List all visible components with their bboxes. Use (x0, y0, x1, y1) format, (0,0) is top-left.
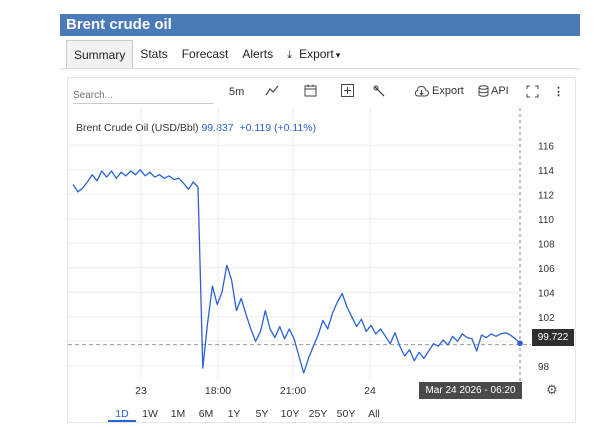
draw-tool-icon[interactable] (373, 85, 386, 98)
tab-forecast[interactable]: Forecast (181, 47, 229, 61)
period-button[interactable]: 1D (108, 408, 136, 422)
x-tick-label: 23 (135, 385, 147, 397)
legend-instrument-name: Brent Crude Oil (USD/Bbl) (76, 122, 199, 134)
period-button[interactable]: 6M (198, 408, 214, 420)
y-tick-label: 110 (538, 215, 554, 226)
download-icon: ⤓ (287, 49, 292, 61)
search-input[interactable] (73, 87, 213, 104)
gear-icon[interactable]: ⚙ (546, 382, 558, 397)
tab-export[interactable]: ⤓ Export ▾ (280, 40, 347, 68)
cloud-download-icon (414, 85, 429, 96)
tab-bar: Summary Stats Forecast Alerts ⤓ Export ▾ (60, 40, 580, 69)
period-button[interactable]: 1M (170, 408, 186, 420)
y-tick-label: 112 (538, 190, 554, 201)
period-selector: 1D 1W 1M 6M 1Y 5Y 10Y 25Y 50Y All (108, 408, 388, 422)
period-button[interactable]: 1W (142, 408, 158, 420)
y-tick-label: 102 (538, 313, 555, 324)
y-tick-label: 116 (538, 141, 554, 152)
x-tick-label: 18:00 (205, 385, 231, 397)
price-chart[interactable]: 981001021041061081101121141162318:0021:0… (68, 78, 575, 422)
period-button[interactable]: 1Y (227, 408, 241, 420)
period-button[interactable]: 10Y (280, 408, 300, 420)
x-tick-label: 24 (364, 385, 376, 397)
tab-export-label: Export (299, 47, 334, 61)
database-icon (478, 85, 489, 97)
legend-change: +0.119 (+0.11%) (239, 122, 317, 134)
page-title: Brent crude oil (60, 14, 580, 36)
x-tick-label: 21:00 (280, 385, 306, 397)
chart-panel: 5m Export API ⋮ Br (67, 77, 576, 423)
period-button[interactable]: 50Y (336, 408, 356, 420)
fullscreen-icon[interactable] (526, 85, 539, 98)
more-menu-icon[interactable]: ⋮ (553, 86, 564, 98)
chart-toolbar: 5m Export API ⋮ (68, 78, 575, 108)
period-button[interactable]: 5Y (255, 408, 269, 420)
api-label: API (491, 85, 509, 97)
period-button[interactable]: 25Y (308, 408, 328, 420)
y-tick-label: 106 (538, 264, 555, 275)
add-indicator-icon[interactable] (341, 84, 354, 97)
y-tick-label: 108 (538, 239, 555, 250)
y-tick-label: 114 (538, 166, 554, 177)
tab-stats[interactable]: Stats (140, 47, 168, 61)
tab-alerts[interactable]: Alerts (242, 47, 274, 61)
period-button[interactable]: All (368, 408, 380, 420)
y-tick-label: 104 (538, 288, 555, 299)
interval-selector[interactable]: 5m (229, 86, 245, 98)
tab-summary[interactable]: Summary (66, 40, 134, 68)
export-chart-label: Export (432, 85, 464, 97)
price-series-line (72, 169, 521, 374)
y-tick-label: 98 (538, 362, 550, 373)
calendar-icon[interactable] (304, 84, 317, 97)
chevron-down-icon: ▾ (335, 50, 341, 60)
crosshair-time-label: Mar 24 2026 - 06:20 (419, 382, 522, 399)
api-button[interactable]: API (478, 85, 509, 97)
export-chart-button[interactable]: Export (414, 85, 464, 97)
line-style-icon[interactable] (265, 85, 279, 97)
current-price-label: 99.722 (532, 329, 574, 346)
last-price-point (517, 340, 523, 347)
